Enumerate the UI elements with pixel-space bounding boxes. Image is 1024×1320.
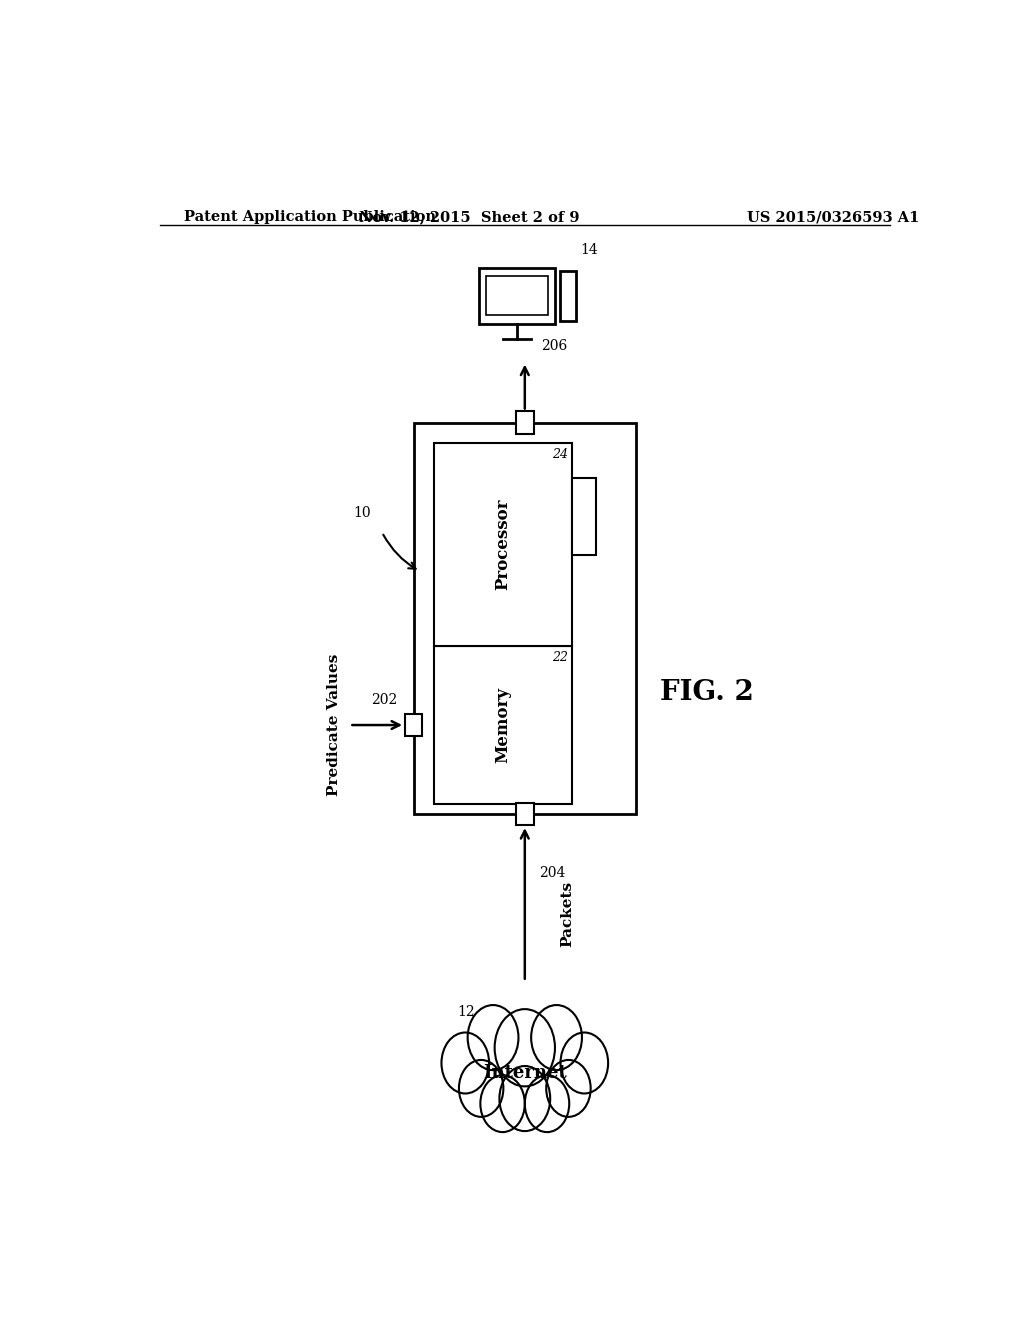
Text: Nov. 12, 2015  Sheet 2 of 9: Nov. 12, 2015 Sheet 2 of 9 xyxy=(359,210,580,224)
Text: Packets: Packets xyxy=(560,880,574,946)
Circle shape xyxy=(468,1005,518,1071)
Circle shape xyxy=(480,1076,525,1133)
Bar xyxy=(485,276,548,315)
Text: Patent Application Publication: Patent Application Publication xyxy=(183,210,435,224)
Bar xyxy=(433,647,572,804)
Circle shape xyxy=(459,1060,504,1117)
Circle shape xyxy=(531,1005,582,1071)
Text: 10: 10 xyxy=(353,506,371,520)
Bar xyxy=(516,803,534,825)
Text: Predicate Values: Predicate Values xyxy=(327,653,341,796)
Bar xyxy=(516,412,534,434)
Text: 14: 14 xyxy=(580,243,598,257)
Text: Memory: Memory xyxy=(495,686,511,763)
Text: 202: 202 xyxy=(371,693,397,706)
Circle shape xyxy=(441,1032,489,1093)
Circle shape xyxy=(524,1076,569,1133)
Circle shape xyxy=(546,1060,591,1117)
Circle shape xyxy=(560,1032,608,1093)
Circle shape xyxy=(495,1008,555,1086)
Bar xyxy=(560,271,575,321)
Text: FIG. 2: FIG. 2 xyxy=(660,678,755,705)
Text: Processor: Processor xyxy=(495,499,511,590)
Text: 22: 22 xyxy=(553,651,568,664)
Bar xyxy=(414,422,636,814)
Text: 204: 204 xyxy=(539,866,565,880)
Circle shape xyxy=(500,1067,550,1131)
Bar xyxy=(404,714,423,737)
Bar xyxy=(433,444,572,647)
Text: 24: 24 xyxy=(553,447,568,461)
Bar xyxy=(572,478,596,554)
Text: US 2015/0326593 A1: US 2015/0326593 A1 xyxy=(748,210,920,224)
Text: 12: 12 xyxy=(458,1005,475,1019)
Text: 206: 206 xyxy=(541,339,567,352)
Text: Internet: Internet xyxy=(483,1064,566,1082)
Bar xyxy=(479,268,555,323)
